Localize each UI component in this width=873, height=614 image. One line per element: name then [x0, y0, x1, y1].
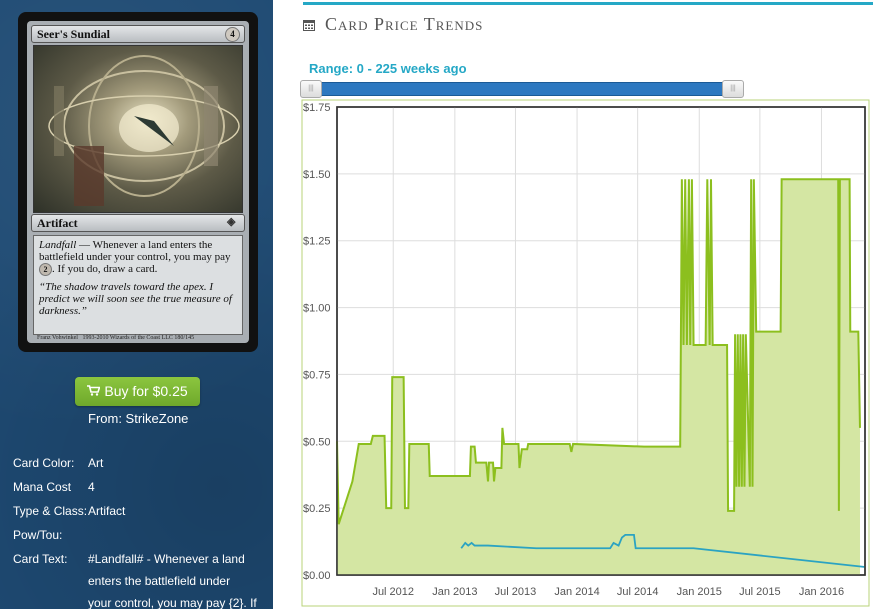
card-text-line: enters the battlefield under — [88, 574, 231, 588]
y-tick-label: $0.75 — [303, 369, 331, 381]
card-rules-box: Landfall — Whenever a land enters the ba… — [33, 235, 243, 335]
calendar-icon — [303, 15, 315, 31]
y-tick-label: $1.25 — [303, 236, 331, 248]
detail-label: Card Color: — [13, 456, 75, 470]
card-text-line: your control, you may pay {2}. If — [88, 596, 257, 610]
detail-label: Type & Class: — [13, 504, 88, 518]
detail-label: Pow/Tou: — [13, 528, 63, 542]
x-tick-label: Jul 2015 — [739, 586, 781, 598]
range-slider[interactable]: ||| ||| — [300, 80, 744, 98]
detail-value: Art — [88, 456, 104, 470]
sundial-artwork — [48, 55, 240, 206]
y-tick-label: $1.50 — [303, 169, 331, 181]
range-label: Range: 0 - 225 weeks ago — [309, 61, 467, 76]
price-line — [336, 178, 861, 525]
card-sidebar: Seer's Sundial 4 Artifact ◈ — [0, 0, 273, 610]
y-tick-label: $0.00 — [303, 570, 331, 582]
y-tick-label: $0.25 — [303, 503, 331, 515]
buy-button-label: Buy for $0.25 — [104, 383, 188, 399]
buy-button[interactable]: Buy for $0.25 — [75, 377, 200, 406]
panel-title: Card Price Trends — [303, 14, 483, 35]
y-tick-label: $0.50 — [303, 436, 331, 448]
x-tick-label: Jul 2014 — [617, 586, 659, 598]
x-tick-label: Jan 2013 — [432, 586, 477, 598]
card-text-continued: enters the battlefield under your contro… — [88, 570, 273, 614]
range-slider-start-handle[interactable]: ||| — [300, 80, 322, 98]
plot-frame-overlay — [336, 106, 866, 576]
secondary-price-line — [460, 533, 866, 568]
range-slider-end-handle[interactable]: ||| — [722, 80, 744, 98]
x-tick-label: Jan 2014 — [554, 586, 599, 598]
detail-value: Artifact — [88, 504, 126, 518]
card-artist: Franz Vohwinkel 1993-2010 Wizards of the… — [37, 335, 194, 341]
price-trend-chart: $0.00 $0.25 $0.50 $0.75 $1.00 $1.25 $1.50 $1.75… — [301, 99, 870, 607]
card-type-bar: Artifact ◈ — [31, 214, 245, 232]
card-type-line: Artifact — [37, 216, 78, 230]
card-rules-text: Landfall — Whenever a land enters the ba… — [39, 239, 237, 276]
artist-name: Franz Vohwinkel — [37, 335, 78, 341]
detail-value: 4 — [88, 480, 95, 494]
shopping-cart-icon — [87, 377, 101, 406]
x-tick-label: Jul 2012 — [372, 586, 414, 598]
card-flavor-text: “The shadow travels toward the apex. I p… — [39, 281, 232, 317]
x-tick-label: Jan 2015 — [677, 586, 722, 598]
buy-source: From: StrikeZone — [88, 411, 189, 426]
y-tick-label: $1.00 — [303, 303, 331, 315]
rules-text-body: — Whenever a land enters the battlefield… — [39, 239, 231, 263]
panel-top-rule — [303, 2, 873, 5]
generic-mana-icon: 2 — [39, 263, 52, 276]
panel-title-text: Card Price Trends — [325, 14, 484, 34]
card-name: Seer's Sundial — [37, 27, 111, 41]
mana-cost-symbol: 4 — [225, 27, 240, 42]
rules-text-end: . If you do, draw a card. — [52, 263, 158, 275]
card-image: Seer's Sundial 4 Artifact ◈ — [18, 12, 258, 352]
card-artwork — [33, 45, 243, 213]
set-symbol-icon: ◈ — [227, 216, 236, 228]
detail-label: Card Text: — [13, 552, 68, 566]
card-copyright: 1993-2010 Wizards of the Coast LLC 180/1… — [82, 335, 195, 341]
landfall-keyword: Landfall — [39, 239, 77, 251]
y-tick-label: $1.75 — [303, 102, 331, 114]
x-tick-label: Jul 2013 — [495, 586, 537, 598]
card-name-bar: Seer's Sundial 4 — [31, 25, 245, 43]
card-frame: Seer's Sundial 4 Artifact ◈ — [27, 21, 249, 343]
detail-value: #Landfall# - Whenever a land — [88, 552, 245, 566]
x-tick-label: Jan 2016 — [799, 586, 844, 598]
detail-label: Mana Cost — [13, 480, 72, 494]
